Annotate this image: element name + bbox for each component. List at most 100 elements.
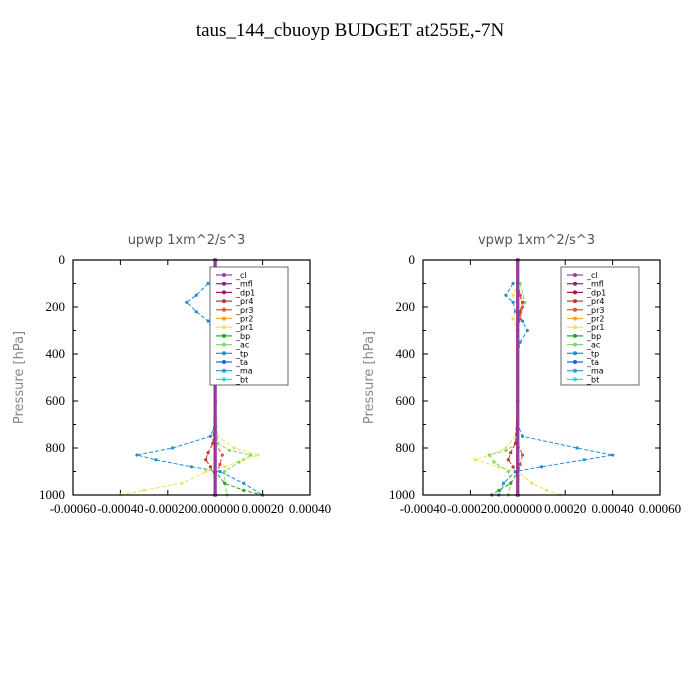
panel2-legend-label: _tp xyxy=(586,349,599,358)
panel2-ytick-label: 400 xyxy=(396,346,416,361)
panel1-point-tp xyxy=(135,453,139,457)
panel2-legend-marker xyxy=(573,342,577,347)
panel2-series-pr3 xyxy=(517,283,524,495)
panel2-point-pr1 xyxy=(473,458,477,462)
panel1-point-tp xyxy=(218,469,222,474)
panel2-point-tp xyxy=(582,458,586,462)
panel1-point-pr1 xyxy=(223,465,227,469)
panel2-ylabel: Pressure [hPa] xyxy=(362,331,377,424)
panel1-ytick-label: 1000 xyxy=(39,487,65,502)
panel1-point-tp xyxy=(189,465,194,469)
panel2-point-pr1 xyxy=(511,317,515,321)
panel2-xtick-label: 0.00020 xyxy=(544,501,586,516)
panel2-xtick-label: -0.00020 xyxy=(447,501,494,516)
panel2-legend-marker xyxy=(573,316,577,321)
panel2-legend-label: _bt xyxy=(586,375,599,384)
panel2-point-tp xyxy=(501,481,506,485)
panel1-point-ac xyxy=(237,460,241,464)
panel1-point-bp xyxy=(223,481,227,485)
panel1-ytick-label: 400 xyxy=(46,346,66,361)
panel1-xtick-label: 0.000000 xyxy=(191,501,240,516)
panel1-ytick-label: 600 xyxy=(46,393,66,408)
panel1-point-tp xyxy=(170,446,175,450)
panel2-point-tp xyxy=(611,453,615,457)
panel1-ytick-label: 200 xyxy=(46,299,66,314)
panel1-point-tp xyxy=(194,310,198,314)
panel1-xtick-label: -0.00040 xyxy=(97,501,144,516)
panel2-xtick-label: 0.00040 xyxy=(591,501,633,516)
panel2-point-tp xyxy=(504,293,508,297)
panel1-legend-marker xyxy=(222,281,226,286)
panel1-xtick-label: -0.00060 xyxy=(50,501,97,516)
panel2-point-ac xyxy=(487,453,491,457)
panel1-point-tp xyxy=(206,319,210,323)
panel1-point-pr4 xyxy=(206,451,210,455)
panel2-ytick-label: 600 xyxy=(396,393,416,408)
panel1-point-tp xyxy=(208,434,213,438)
panel2-frame xyxy=(422,259,661,496)
panel2-xtick-label: 0.00060 xyxy=(639,501,681,516)
panel2-legend-marker xyxy=(573,299,577,304)
panel1-legend-marker xyxy=(222,333,226,338)
panel1-xtick-label: -0.00020 xyxy=(145,501,192,516)
panel2-legend-marker xyxy=(573,307,577,312)
panel2-ytick-label: 1000 xyxy=(389,487,415,502)
panel2-point-pr1 xyxy=(530,481,534,485)
panel1-legend-label: _cl xyxy=(235,271,247,280)
panel1-point-pr4 xyxy=(204,458,208,462)
panel2-point-tp xyxy=(539,465,544,469)
panel2-point-pr1 xyxy=(511,293,515,297)
panel2-legend-marker xyxy=(573,281,577,286)
panel1-legend-marker xyxy=(222,360,226,364)
panel1-point-tp xyxy=(194,293,198,297)
panel1-point-pr3 xyxy=(220,453,224,457)
panel1-legend-marker xyxy=(222,290,226,295)
panel2-legend-marker xyxy=(573,325,577,330)
panel2-legend-label: _mfl xyxy=(586,280,604,289)
panel1-point-pr1 xyxy=(204,469,208,474)
figure-title: taus_144_cbuoyp BUDGET at255E,-7N xyxy=(195,20,505,41)
panel1-point-ac xyxy=(223,469,227,474)
panel1-legend-label: _ta xyxy=(235,358,248,367)
panel2-point-tp xyxy=(575,446,579,450)
panel1-legend-label: _bp xyxy=(235,332,250,341)
panel2-legend-label: _cl xyxy=(586,271,598,280)
panel2-point-pr1 xyxy=(504,446,508,450)
panel2-point-bp xyxy=(497,488,501,492)
panel2-legend-marker xyxy=(573,273,577,277)
panel1-ylabel: Pressure [hPa] xyxy=(12,331,27,424)
panel1-legend-marker xyxy=(222,299,226,304)
panel2-title: vpwp 1xm^2/s^3 xyxy=(478,233,595,248)
panel1-legend-marker xyxy=(222,273,226,277)
panel1-series-ac xyxy=(210,283,253,496)
panel2-legend-marker xyxy=(573,333,577,338)
panel1-legend-label: _ac xyxy=(235,341,249,350)
panel2-ytick-label: 0 xyxy=(409,252,416,267)
panel1-legend-marker xyxy=(222,316,226,321)
panel2-legend-marker xyxy=(573,368,577,373)
panel2-legend-label: _ma xyxy=(586,367,604,376)
panel1-legend-marker xyxy=(222,307,226,312)
panel1-legend-label: _pr1 xyxy=(235,323,253,332)
panel2-point-ac xyxy=(506,469,510,474)
panel1-legend-label: _dp1 xyxy=(235,288,255,297)
panel2-point-pr4 xyxy=(506,458,510,462)
panel1-xtick-label: 0.00040 xyxy=(289,501,331,516)
panel2-legend-label: _ta xyxy=(586,358,599,367)
panel1-legend-label: _pr2 xyxy=(235,315,253,324)
panel2-point-pr4 xyxy=(509,451,513,455)
panel2-ytick-label: 800 xyxy=(396,440,416,455)
panel1-point-ac xyxy=(249,453,253,457)
panel1-point-pr1 xyxy=(180,481,184,485)
panel2-point-ac xyxy=(504,448,508,452)
panel1-point-tp xyxy=(185,300,189,304)
panel2-legend-marker xyxy=(573,377,577,382)
panel1-legend-marker xyxy=(222,342,226,347)
panel1-legend-label: _ma xyxy=(235,367,253,376)
panel2-xtick-label: 0.000000 xyxy=(493,501,542,516)
panel1-point-tp xyxy=(206,281,210,286)
panel1-point-ac xyxy=(227,448,232,452)
panel2-point-bp xyxy=(509,481,513,485)
panel1-point-bp xyxy=(242,488,246,492)
